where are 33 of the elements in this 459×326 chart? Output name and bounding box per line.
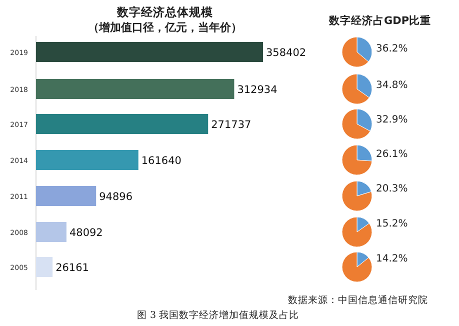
data-label: 26161 bbox=[56, 262, 89, 274]
bar bbox=[36, 222, 66, 242]
data-label: 358402 bbox=[266, 47, 306, 59]
bar bbox=[36, 42, 263, 62]
chart-title: 数字经济占GDP比重 bbox=[328, 14, 432, 27]
data-label: 36.2% bbox=[376, 44, 408, 55]
bar bbox=[36, 257, 53, 277]
data-label: 26.1% bbox=[376, 148, 408, 160]
data-label: 20.3% bbox=[376, 184, 408, 195]
data-label: 161640 bbox=[141, 155, 182, 167]
chart-subtitle: （增加值口径，亿元，当年价） bbox=[88, 21, 242, 34]
data-label: 34.8% bbox=[376, 80, 408, 92]
bar bbox=[36, 79, 234, 99]
bar bbox=[36, 114, 208, 134]
data-label: 15.2% bbox=[376, 218, 408, 230]
pie-slice bbox=[342, 74, 370, 104]
data-label: 271737 bbox=[211, 119, 252, 131]
source-note: 数据来源：中国信息通信研究院 bbox=[288, 294, 428, 306]
data-label: 48092 bbox=[69, 227, 103, 239]
bar bbox=[36, 186, 96, 206]
data-label: 14.2% bbox=[376, 254, 408, 265]
data-label: 312934 bbox=[237, 84, 278, 96]
pie-slice bbox=[342, 216, 372, 248]
data-label: 94896 bbox=[99, 191, 133, 203]
data-label: 32.9% bbox=[376, 114, 408, 126]
pie-slice bbox=[342, 252, 372, 282]
chart-title: 数字经济总体规模 bbox=[116, 5, 213, 19]
pie-slice bbox=[342, 144, 372, 176]
pie-slice bbox=[342, 108, 370, 140]
caption: 图 3 我国数字经济增加值规模及占比 bbox=[136, 309, 300, 321]
bar bbox=[36, 150, 138, 170]
pie-slice bbox=[342, 36, 369, 68]
pie-slice bbox=[342, 180, 372, 212]
